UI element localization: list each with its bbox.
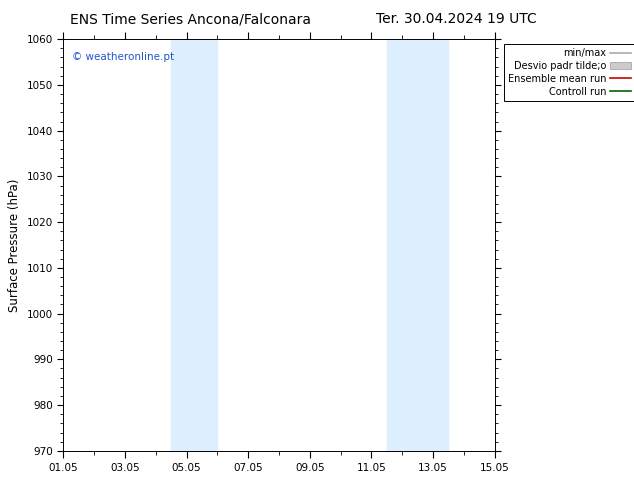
Text: © weatheronline.pt: © weatheronline.pt <box>72 51 174 62</box>
Legend: min/max, Desvio padr tilde;o, Ensemble mean run, Controll run: min/max, Desvio padr tilde;o, Ensemble m… <box>503 44 634 100</box>
Bar <box>387 39 448 451</box>
Text: Ter. 30.04.2024 19 UTC: Ter. 30.04.2024 19 UTC <box>376 12 537 26</box>
Bar <box>171 39 217 451</box>
Text: ENS Time Series Ancona/Falconara: ENS Time Series Ancona/Falconara <box>70 12 311 26</box>
Y-axis label: Surface Pressure (hPa): Surface Pressure (hPa) <box>8 178 21 312</box>
